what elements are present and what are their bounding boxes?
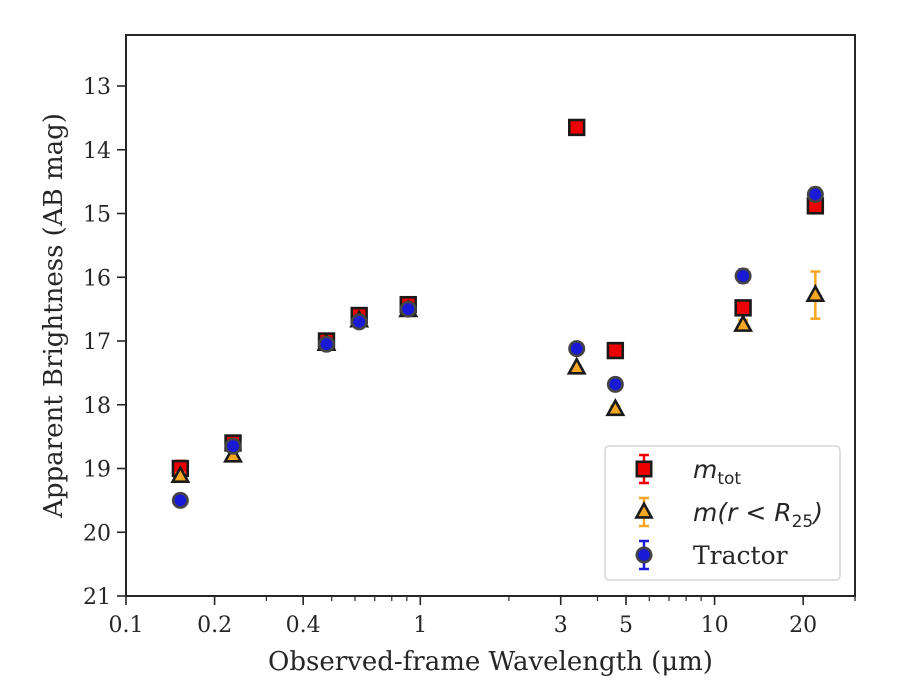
legend-label: m(r < R25) — [693, 498, 823, 532]
x-tick-label: 0.1 — [109, 613, 144, 638]
data-point — [171, 491, 189, 509]
y-tick-label: 15 — [83, 203, 111, 228]
data-point — [170, 464, 191, 484]
series-circle — [171, 185, 824, 509]
data-point — [734, 267, 752, 285]
x-tick-label: 0.4 — [286, 613, 321, 638]
data-point — [805, 270, 826, 320]
legend-box — [604, 445, 841, 581]
x-tick-label: 3 — [554, 613, 568, 638]
legend-label: Tractor — [693, 541, 788, 570]
circle-marker — [350, 313, 368, 331]
triangle-marker — [805, 283, 826, 302]
circle-marker — [171, 491, 189, 509]
y-tick-label: 14 — [83, 139, 111, 164]
legend-entry: Tractor — [635, 539, 788, 571]
x-tick-label: 20 — [789, 613, 817, 638]
data-point — [733, 313, 754, 332]
y-tick-label: 17 — [83, 330, 111, 355]
data-point — [399, 300, 417, 318]
circle-marker — [224, 437, 242, 455]
y-tick-label: 19 — [83, 458, 111, 483]
triangle-marker — [605, 398, 626, 417]
x-axis: 0.1 0.2 0.4 1 3 5 10 20 — [109, 596, 856, 638]
y-tick-label: 16 — [83, 266, 111, 291]
circle-marker — [635, 546, 653, 564]
circle-marker — [317, 335, 335, 353]
data-point — [806, 185, 824, 203]
triangle-marker — [566, 356, 587, 375]
legend-label: mtot — [693, 455, 741, 489]
square-marker — [606, 341, 625, 360]
legend-entry: m(r < R25) — [634, 496, 823, 532]
triangle-marker — [634, 501, 654, 519]
data-point — [734, 299, 752, 317]
data-point — [350, 313, 368, 331]
legend: mtot m(r < R25) Tractor — [604, 445, 841, 581]
circle-marker — [606, 375, 624, 393]
triangle-marker — [170, 464, 191, 484]
y-tick-label: 18 — [83, 394, 111, 419]
data-point — [568, 118, 586, 137]
series-square — [171, 118, 825, 478]
x-tick-label: 5 — [619, 613, 633, 638]
data-point — [605, 398, 626, 417]
square-marker — [568, 118, 586, 137]
plot-marks — [170, 118, 826, 509]
x-tick-label: 10 — [701, 613, 729, 638]
y-axis-title: Apparent Brightness (AB mag) — [39, 113, 69, 519]
legend-entry: mtot — [635, 453, 741, 489]
plot-frame — [125, 34, 856, 597]
y-tick-label: 21 — [83, 585, 111, 610]
data-point — [568, 340, 586, 358]
circle-marker — [806, 185, 824, 203]
data-point — [317, 335, 335, 353]
circle-marker — [568, 340, 586, 358]
circle-marker — [734, 267, 752, 285]
y-axis: 13 14 15 16 17 18 19 20 21 — [83, 75, 126, 610]
triangle-marker — [733, 313, 754, 332]
data-point — [224, 437, 242, 455]
x-tick-label: 0.2 — [197, 613, 232, 638]
y-tick-label: 13 — [83, 75, 111, 100]
circle-marker — [399, 300, 417, 318]
square-marker — [734, 299, 752, 317]
data-point — [606, 341, 625, 360]
square-marker — [635, 460, 653, 478]
data-point — [566, 356, 587, 375]
y-tick-label: 20 — [83, 521, 111, 546]
data-point — [606, 375, 624, 393]
x-tick-label: 1 — [413, 613, 427, 638]
x-axis-title: Observed-frame Wavelength (μm) — [268, 647, 713, 677]
